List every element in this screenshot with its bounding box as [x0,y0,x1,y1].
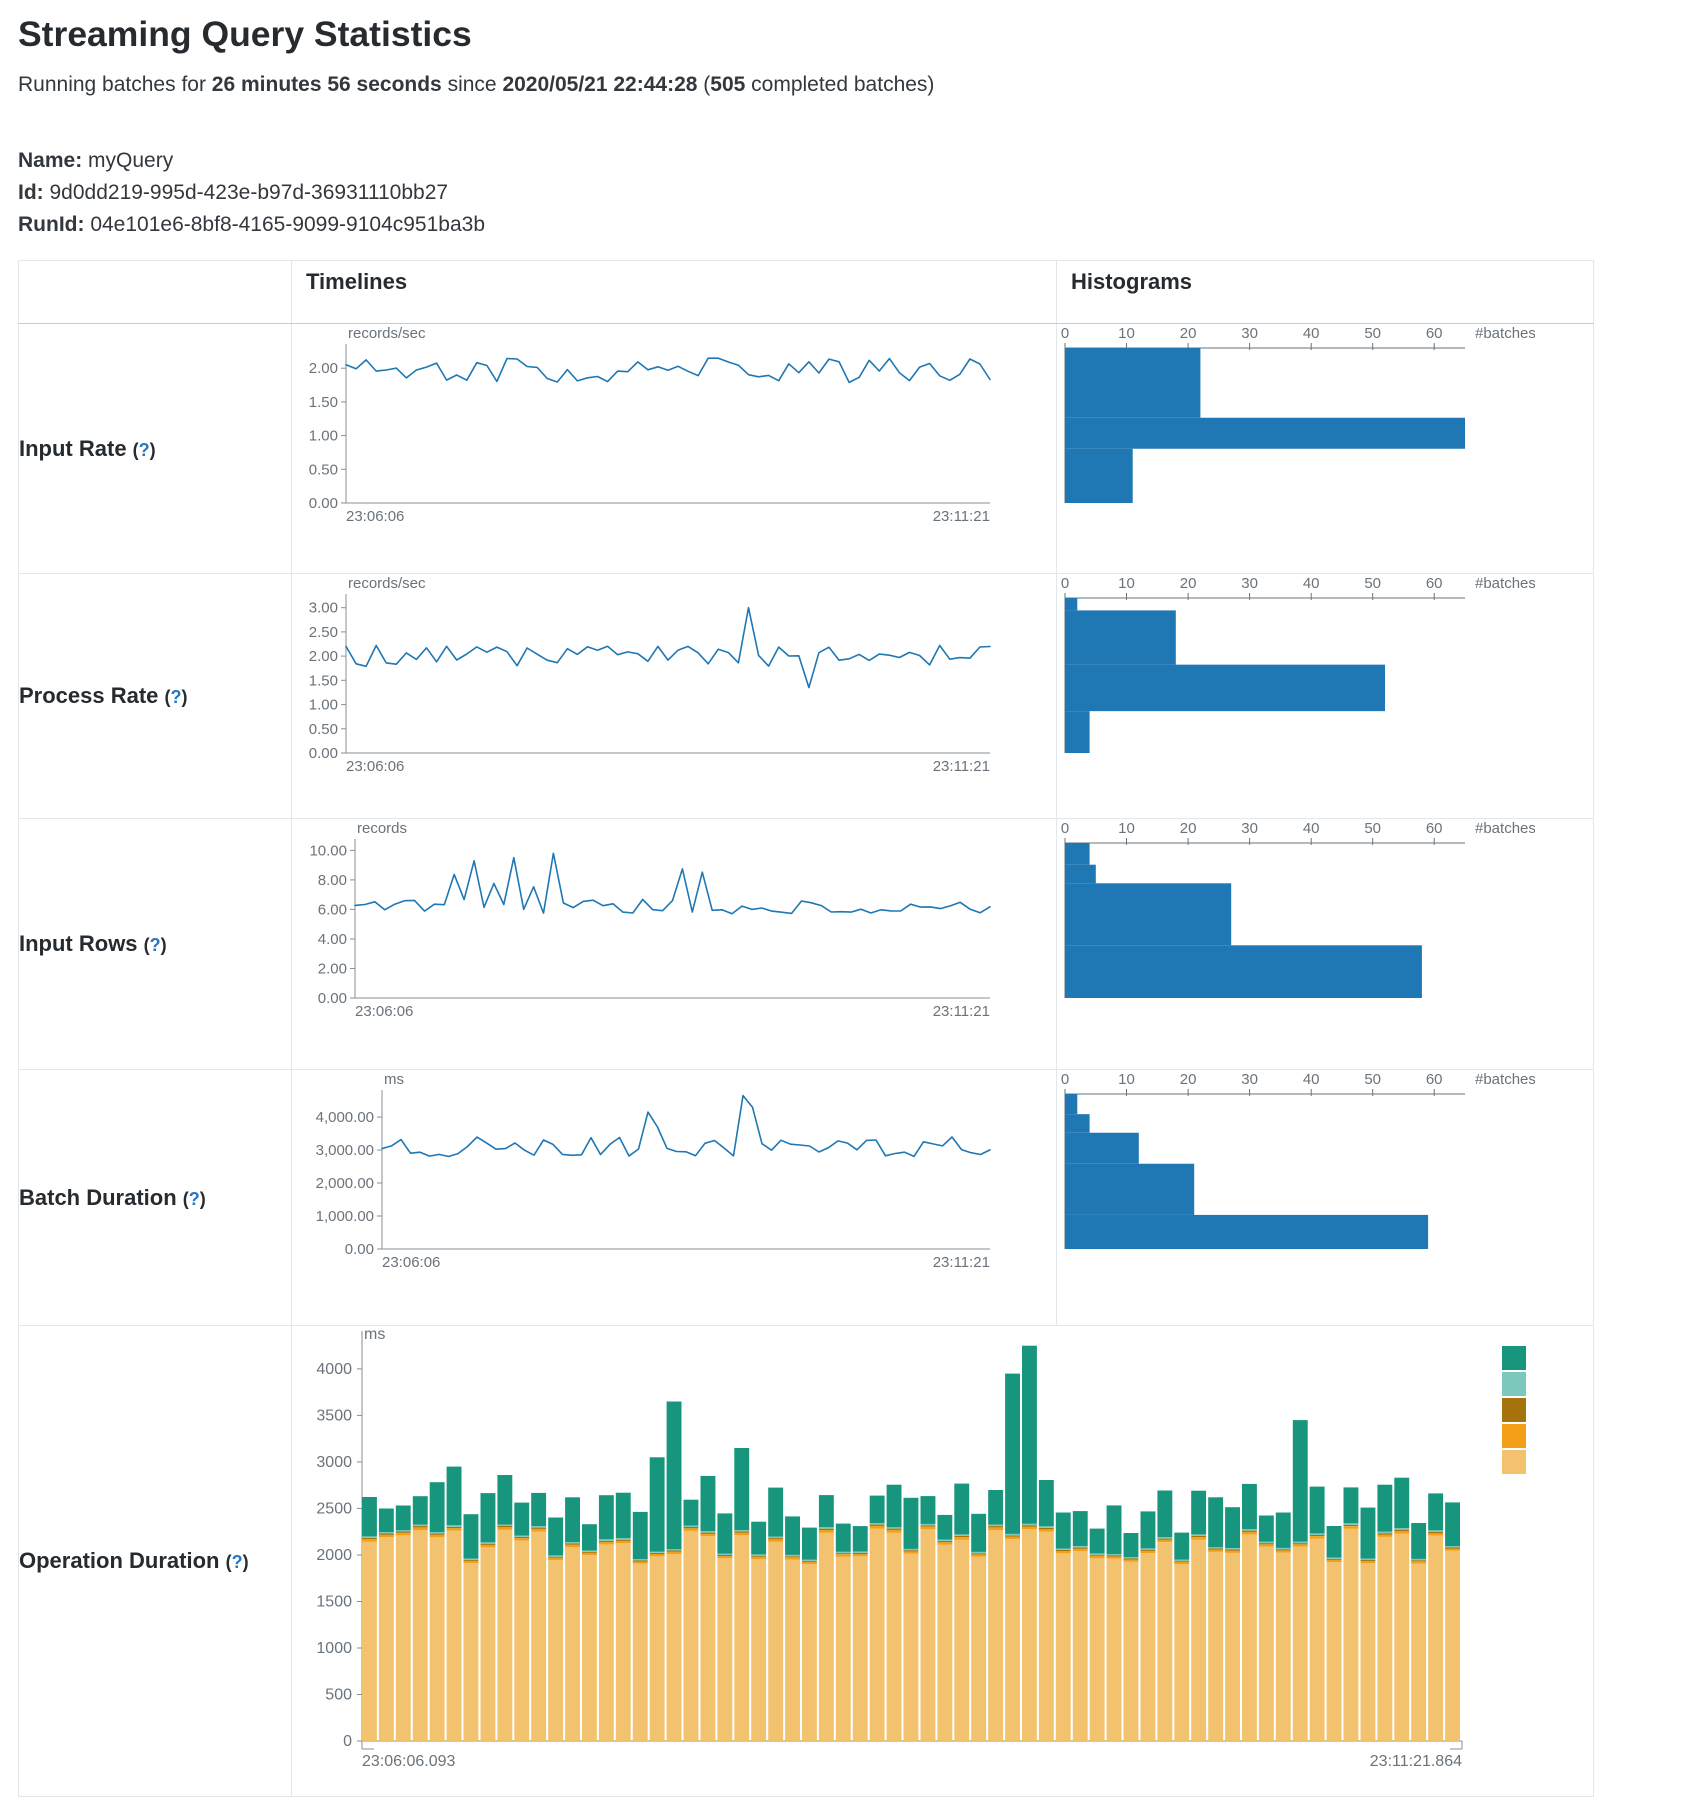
svg-text:10: 10 [1118,820,1135,837]
svg-text:23:11:21.864: 23:11:21.864 [1370,1753,1462,1770]
svg-text:3500: 3500 [316,1407,352,1424]
svg-text:23:06:06.093: 23:06:06.093 [362,1753,456,1770]
svg-text:50: 50 [1364,820,1381,837]
svg-text:0: 0 [1061,1071,1069,1088]
svg-text:4,000.00: 4,000.00 [316,1109,374,1126]
svg-text:30: 30 [1241,820,1258,837]
svg-text:1500: 1500 [316,1594,352,1611]
svg-text:20: 20 [1180,575,1197,592]
svg-text:1.50: 1.50 [309,672,338,689]
svg-text:23:06:06: 23:06:06 [346,508,404,525]
svg-text:30: 30 [1241,575,1258,592]
svg-text:2.00: 2.00 [318,961,347,978]
svg-text:3000: 3000 [316,1454,352,1471]
svg-text:23:06:06: 23:06:06 [346,758,404,775]
svg-text:2000: 2000 [316,1547,352,1564]
svg-text:10: 10 [1118,1071,1135,1088]
svg-text:records/sec: records/sec [348,325,426,342]
svg-text:1,000.00: 1,000.00 [316,1208,374,1225]
svg-text:ms: ms [364,1326,385,1343]
svg-text:10.00: 10.00 [309,842,347,859]
svg-text:0.00: 0.00 [345,1241,374,1258]
svg-text:40: 40 [1303,1071,1320,1088]
svg-text:0: 0 [343,1733,352,1750]
svg-text:30: 30 [1241,1071,1258,1088]
svg-text:1.00: 1.00 [309,428,338,445]
svg-text:2.00: 2.00 [309,360,338,377]
svg-text:#batches: #batches [1475,1071,1535,1088]
svg-text:23:11:21: 23:11:21 [933,1254,990,1271]
svg-text:3.00: 3.00 [309,600,338,617]
svg-text:23:06:06: 23:06:06 [382,1254,440,1271]
svg-text:4000: 4000 [316,1361,352,1378]
svg-text:23:11:21: 23:11:21 [933,758,990,775]
svg-text:20: 20 [1180,820,1197,837]
svg-text:0.00: 0.00 [309,745,338,762]
svg-text:records/sec: records/sec [348,575,426,592]
svg-text:2.50: 2.50 [309,624,338,641]
svg-text:0.00: 0.00 [309,495,338,512]
svg-text:2.00: 2.00 [309,648,338,665]
svg-text:0.50: 0.50 [309,461,338,478]
svg-text:50: 50 [1364,325,1381,342]
svg-text:3,000.00: 3,000.00 [316,1142,374,1159]
svg-text:6.00: 6.00 [318,901,347,918]
svg-text:2500: 2500 [316,1500,352,1517]
svg-text:40: 40 [1303,820,1320,837]
svg-text:60: 60 [1426,1071,1443,1088]
svg-text:0.50: 0.50 [309,721,338,738]
svg-text:60: 60 [1426,820,1443,837]
svg-text:#batches: #batches [1475,820,1535,837]
svg-text:10: 10 [1118,325,1135,342]
svg-text:1.50: 1.50 [309,394,338,411]
svg-text:8.00: 8.00 [318,872,347,889]
svg-text:0: 0 [1061,820,1069,837]
svg-text:50: 50 [1364,1071,1381,1088]
svg-text:23:06:06: 23:06:06 [355,1003,413,1020]
svg-text:records: records [357,820,407,837]
svg-text:60: 60 [1426,325,1443,342]
svg-text:20: 20 [1180,325,1197,342]
svg-text:1000: 1000 [316,1640,352,1657]
svg-text:40: 40 [1303,575,1320,592]
svg-text:#batches: #batches [1475,325,1535,342]
svg-text:1.00: 1.00 [309,697,338,714]
svg-text:500: 500 [325,1687,352,1704]
svg-text:40: 40 [1303,325,1320,342]
svg-text:20: 20 [1180,1071,1197,1088]
svg-text:2,000.00: 2,000.00 [316,1175,374,1192]
svg-text:23:11:21: 23:11:21 [933,508,990,525]
svg-text:10: 10 [1118,575,1135,592]
svg-text:30: 30 [1241,325,1258,342]
svg-text:0: 0 [1061,575,1069,592]
svg-text:23:11:21: 23:11:21 [933,1003,990,1020]
svg-text:0: 0 [1061,325,1069,342]
svg-text:60: 60 [1426,575,1443,592]
svg-text:#batches: #batches [1475,575,1535,592]
svg-text:ms: ms [384,1071,404,1088]
svg-text:4.00: 4.00 [318,931,347,948]
svg-text:50: 50 [1364,575,1381,592]
svg-text:0.00: 0.00 [318,990,347,1007]
